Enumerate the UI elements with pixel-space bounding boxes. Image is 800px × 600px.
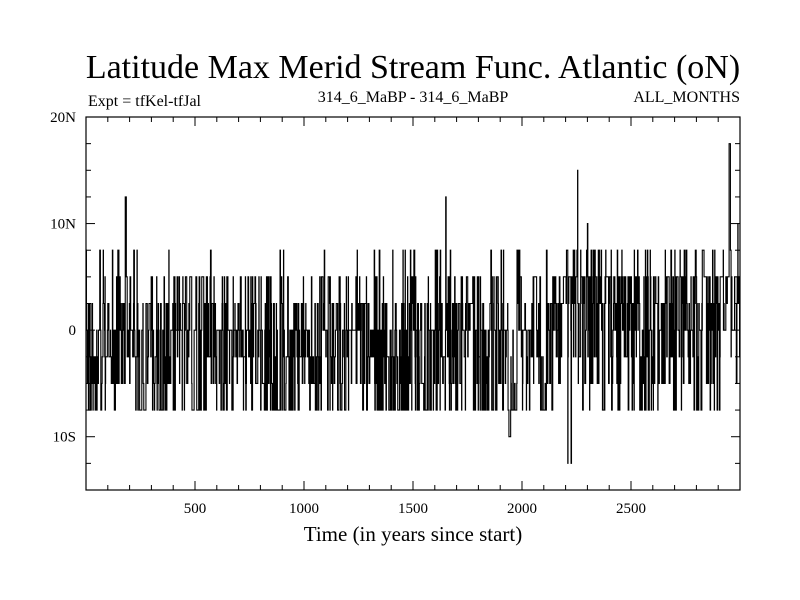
x-tick-label: 1500 [398,501,428,517]
experiment-label: Expt = tfKel-tfJal [88,93,202,110]
x-tick-label: 1000 [289,501,319,517]
x-tick-label: 2500 [616,501,646,517]
x-tick-label: 2000 [507,501,537,517]
axis-tick-labels: 500 1000 1500 2000 2500 20N 10N 0 10S [50,110,646,517]
x-tick-label: 500 [184,501,207,517]
period-label: 314_6_MaBP - 314_6_MaBP [318,89,509,106]
y-tick-label: 20N [50,110,76,126]
series-line [85,143,741,464]
y-tick-label: 10N [50,217,76,233]
y-tick-label: 10S [53,430,76,446]
plot-frame [85,116,741,491]
chart-title: Latitude Max Merid Stream Func. Atlantic… [86,49,740,86]
data-series [85,143,741,464]
x-axis-title: Time (in years since start) [304,522,523,546]
y-tick-label: 0 [69,323,77,339]
months-label: ALL_MONTHS [633,89,740,106]
axis-ticks [86,117,740,490]
